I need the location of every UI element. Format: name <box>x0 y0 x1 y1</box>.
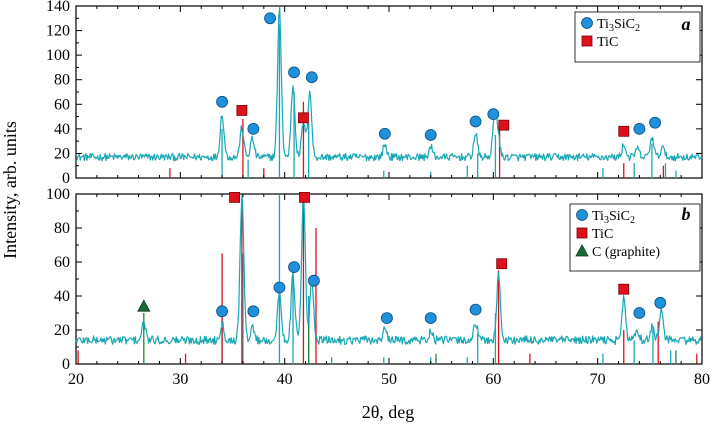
legend-label: Ti3SiC2 <box>597 17 640 34</box>
diffraction-pattern-line <box>75 193 703 345</box>
y-tick-label: 60 <box>54 96 70 113</box>
legend-label: C (graphite) <box>592 245 660 260</box>
y-tick-label: 80 <box>54 220 70 237</box>
y-tick-label: 40 <box>54 288 70 305</box>
legend-circle-icon <box>576 209 588 221</box>
legend-label: TiC <box>597 35 618 50</box>
ti3sic2-peak-marker <box>469 115 482 128</box>
x-tick-label: 20 <box>68 371 84 388</box>
legend-square-icon <box>581 35 593 47</box>
ti3sic2-peak-marker <box>469 303 482 316</box>
ti3sic2-peak-marker <box>649 116 661 129</box>
x-tick-label: 50 <box>381 371 397 388</box>
x-tick-label: 80 <box>694 371 710 388</box>
tic-peak-marker <box>236 105 248 116</box>
y-tick-label: 40 <box>54 121 70 138</box>
y-tick-label: 20 <box>54 322 70 339</box>
x-axis-label: 2θ, deg <box>362 402 415 422</box>
y-tick-label: 120 <box>46 23 70 40</box>
y-tick-label: 140 <box>46 0 70 15</box>
tic-peak-marker <box>298 112 309 124</box>
diffraction-pattern-line <box>75 6 703 162</box>
x-tick-label: 70 <box>590 371 606 388</box>
x-tick-label: 60 <box>485 371 501 388</box>
ti3sic2-peak-marker <box>247 122 260 135</box>
legend-label: Ti3SiC2 <box>592 209 635 226</box>
y-tick-label: 100 <box>46 186 70 203</box>
ti3sic2-peak-marker <box>288 66 300 79</box>
graphite-peak-marker <box>137 299 151 312</box>
ti3sic2-peak-marker <box>487 108 500 121</box>
ti3sic2-peak-marker <box>288 261 300 274</box>
ti3sic2-peak-marker <box>424 129 437 141</box>
legend-box <box>569 203 701 272</box>
ti3sic2-peak-marker <box>654 296 667 309</box>
ti3sic2-peak-marker <box>273 281 286 294</box>
y-axis-label: Intensity, arb. units <box>0 121 20 259</box>
panel-letter: b <box>682 204 691 224</box>
ti3sic2-peak-marker <box>378 127 391 140</box>
y-tick-label: 100 <box>46 47 70 64</box>
x-tick-label: 40 <box>277 371 293 388</box>
y-tick-label: 60 <box>54 254 70 271</box>
ti3sic2-peak-marker <box>633 122 646 135</box>
ti3sic2-peak-marker <box>305 71 318 84</box>
ti3sic2-peak-marker <box>307 274 320 287</box>
ti3sic2-peak-marker <box>633 307 646 319</box>
ti3sic2-peak-marker <box>247 305 260 318</box>
y-tick-label: 20 <box>54 145 70 162</box>
y-tick-label: 0 <box>62 356 70 373</box>
x-tick-label: 30 <box>172 371 188 388</box>
legend-box <box>574 11 701 63</box>
ti3sic2-peak-marker <box>264 12 276 25</box>
ti3sic2-peak-marker <box>216 305 228 318</box>
tic-peak-marker <box>618 283 630 295</box>
legend-circle-icon <box>581 17 593 29</box>
ti3sic2-peak-marker <box>381 312 393 325</box>
y-tick-label: 80 <box>54 72 70 89</box>
legend-label: TiC <box>592 227 613 242</box>
tic-peak-marker <box>618 125 630 137</box>
legend-square-icon <box>576 227 588 239</box>
tic-peak-marker <box>229 191 240 203</box>
ti3sic2-peak-marker <box>216 95 228 108</box>
legend-triangle-icon <box>575 244 589 257</box>
tic-peak-marker <box>498 119 510 131</box>
y-tick-label: 0 <box>62 170 70 187</box>
tic-peak-marker <box>496 258 508 270</box>
ti3sic2-peak-marker <box>424 312 437 325</box>
tic-peak-marker <box>299 191 310 203</box>
panel-letter: a <box>682 14 691 34</box>
